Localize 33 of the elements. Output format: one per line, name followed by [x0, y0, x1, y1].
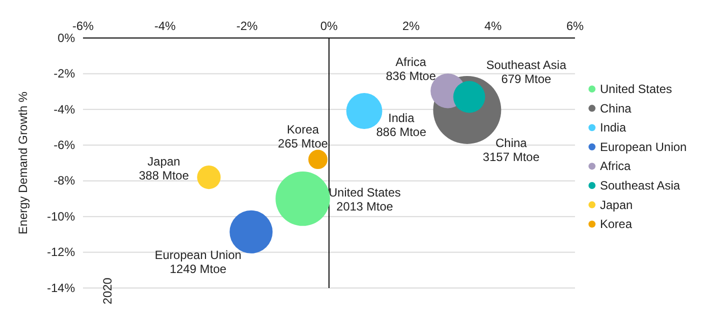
- x-tick-label: 2%: [402, 19, 420, 33]
- x-tick-label: -2%: [236, 19, 258, 33]
- annotation: Africa 836 Mtoe: [386, 54, 436, 83]
- x-tick-label: -4%: [154, 19, 176, 33]
- legend-label: European Union: [600, 140, 687, 154]
- x-tick-label: 4%: [484, 19, 502, 33]
- legend-label: Japan: [600, 198, 633, 212]
- legend-label: Africa: [600, 159, 631, 174]
- annotation: India 886 Mtoe: [376, 111, 427, 140]
- x-tick-label: -6%: [72, 19, 94, 33]
- legend-label: China: [600, 101, 632, 116]
- y-tick-label: -14%: [46, 280, 76, 295]
- y-tick-label: -4%: [54, 102, 76, 116]
- legend-label: India: [600, 120, 626, 135]
- y-axis-title: Energy Demand Growth %: [16, 91, 30, 234]
- y-tick-label: -2%: [54, 66, 76, 81]
- annotation: Southeast Asia 679 Mtoe: [486, 58, 567, 86]
- legend-label: United States: [600, 82, 672, 96]
- y-tick-label: -10%: [46, 209, 76, 224]
- x-tick-label: 6%: [566, 19, 584, 33]
- y-tick-label: -12%: [46, 245, 76, 260]
- y-tick-label: -8%: [54, 174, 76, 188]
- y-tick-label: -6%: [54, 138, 76, 152]
- y-tick-label: 0%: [58, 30, 76, 45]
- legend-label: Korea: [600, 217, 632, 232]
- annotation: Korea 265 Mtoe: [278, 122, 328, 150]
- x-tick-label: 0%: [320, 19, 338, 33]
- annotation: China 3157 Mtoe: [482, 136, 540, 164]
- annotation: European Union 1249 Mtoe: [154, 248, 242, 276]
- annotation: United States 2013 Mtoe: [328, 186, 401, 214]
- annotation: 2020: [100, 277, 115, 304]
- legend-label: Southeast Asia: [600, 178, 680, 192]
- annotation: Japan 388 Mtoe: [138, 154, 190, 182]
